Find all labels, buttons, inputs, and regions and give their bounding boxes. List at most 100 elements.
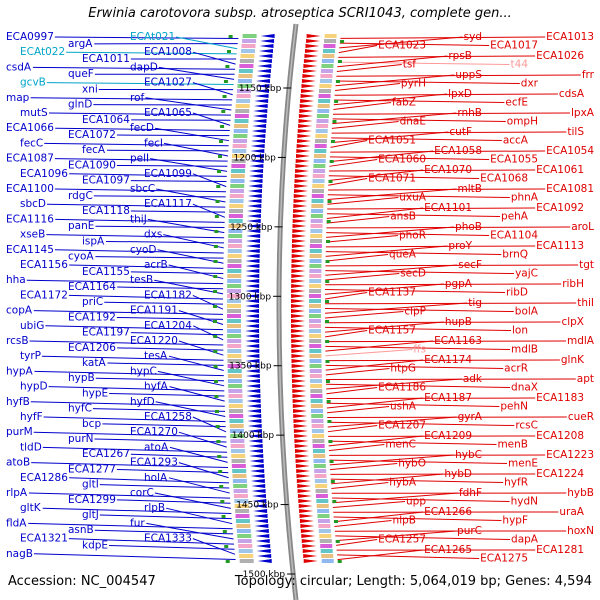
gene-label[interactable]: t44: [511, 59, 529, 71]
gene-label[interactable]: fur: [130, 517, 145, 529]
gene-label[interactable]: ECA1117: [144, 198, 192, 210]
gene-label[interactable]: uraA: [559, 506, 584, 518]
gene-label[interactable]: queF: [68, 68, 94, 80]
gene-label[interactable]: hypD: [20, 381, 48, 393]
gene-label[interactable]: apt: [577, 373, 594, 385]
gene-label[interactable]: pehA: [501, 211, 529, 223]
gene-label[interactable]: ECA1266: [424, 506, 472, 518]
gene-label[interactable]: fldA: [6, 517, 27, 529]
gene-label[interactable]: mdlA: [567, 335, 595, 347]
gene-label[interactable]: secD: [400, 268, 426, 280]
gene-label[interactable]: tgt: [579, 259, 594, 271]
gene-label[interactable]: phoR: [399, 230, 426, 242]
gene-label[interactable]: tesA: [144, 350, 168, 362]
gene-label[interactable]: fecC: [20, 137, 43, 149]
gene-label[interactable]: mutS: [20, 107, 48, 119]
gene-label[interactable]: ECA1011: [82, 53, 130, 65]
gene-label[interactable]: clpP: [404, 306, 426, 318]
gene-label[interactable]: clpX: [561, 316, 584, 328]
gene-label[interactable]: rnhB: [457, 107, 482, 119]
gene-label[interactable]: yajC: [515, 268, 538, 280]
gene-label[interactable]: sbcC: [130, 183, 155, 195]
gene-label[interactable]: glnK: [561, 354, 585, 366]
gene-label[interactable]: secF: [458, 259, 482, 271]
gene-label[interactable]: ansB: [390, 211, 416, 223]
gene-label[interactable]: ECA1224: [536, 468, 584, 480]
gene-label[interactable]: ECA1333: [144, 533, 192, 545]
gene-label[interactable]: ECA1321: [20, 533, 68, 545]
gene-label[interactable]: ECA1145: [6, 244, 54, 256]
gene-label[interactable]: fabZ: [392, 97, 416, 109]
gene-label[interactable]: ushA: [390, 401, 417, 413]
gene-label[interactable]: hypB: [68, 372, 95, 384]
gene-label[interactable]: menB: [497, 439, 528, 451]
gene-label[interactable]: map: [6, 92, 30, 104]
gene-label[interactable]: ECA1163: [434, 335, 482, 347]
gene-label[interactable]: ECAt021: [130, 31, 175, 43]
gene-label[interactable]: tilS: [567, 126, 584, 138]
gene-label[interactable]: bcp: [82, 418, 101, 430]
gene-label[interactable]: ubiG: [20, 320, 44, 332]
gene-label[interactable]: purM: [6, 426, 33, 438]
gene-label[interactable]: brnQ: [502, 249, 528, 261]
gene-label[interactable]: mltB: [458, 183, 482, 195]
gene-label[interactable]: gltK: [20, 502, 42, 514]
gene-label[interactable]: bolA: [515, 306, 539, 318]
gene-label[interactable]: ispA: [82, 235, 105, 247]
gene-label[interactable]: ECA1267: [82, 448, 130, 460]
gene-label[interactable]: hybD: [444, 468, 472, 480]
gene-label[interactable]: ECA1058: [434, 145, 482, 157]
gene-label[interactable]: ECA1055: [490, 154, 538, 166]
gene-label[interactable]: ECA1027: [144, 77, 192, 89]
gene-label[interactable]: hyfR: [504, 477, 528, 489]
gene-label[interactable]: ECA1066: [6, 122, 54, 134]
gene-label[interactable]: ECA1157: [368, 325, 416, 337]
gene-label[interactable]: uppS: [455, 69, 482, 81]
gene-label[interactable]: ECA1182: [144, 289, 192, 301]
gene-label[interactable]: holA: [144, 472, 168, 484]
gene-label[interactable]: rdgC: [68, 190, 93, 202]
gene-label[interactable]: hybO: [398, 458, 426, 470]
gene-label[interactable]: hypC: [130, 365, 157, 377]
gene-label[interactable]: ECA1208: [536, 430, 584, 442]
gene-label[interactable]: ECA1183: [536, 392, 584, 404]
gene-label[interactable]: fecD: [130, 122, 154, 134]
gene-label[interactable]: queA: [389, 249, 417, 261]
gene-label[interactable]: tyrP: [20, 350, 41, 362]
gene-label[interactable]: glnD: [68, 99, 92, 111]
gene-label[interactable]: ECA1174: [424, 354, 472, 366]
gene-label[interactable]: ECA1220: [130, 335, 178, 347]
gene-label[interactable]: csdA: [6, 61, 32, 73]
gene-label[interactable]: ECA1096: [20, 168, 68, 180]
gene-label[interactable]: hyfD: [130, 396, 155, 408]
gene-label[interactable]: ECA1099: [144, 168, 192, 180]
gene-label[interactable]: frr: [582, 69, 595, 81]
gene-label[interactable]: ECA1207: [378, 420, 426, 432]
gene-label[interactable]: ompH: [507, 116, 538, 128]
gene-label[interactable]: ECA1137: [368, 287, 416, 299]
gene-label[interactable]: hypA: [6, 365, 34, 377]
gene-label[interactable]: ECA1206: [68, 342, 116, 354]
gene-label[interactable]: ECA1223: [546, 449, 594, 461]
gene-label[interactable]: ECAt022: [20, 46, 65, 58]
gene-label[interactable]: thiJ: [130, 213, 147, 225]
gene-label[interactable]: syd: [464, 31, 482, 43]
gene-label[interactable]: ECA1156: [20, 259, 68, 271]
gene-label[interactable]: ECA1100: [6, 183, 54, 195]
gene-label[interactable]: fecI: [144, 137, 163, 149]
gene-label[interactable]: hypF: [502, 515, 528, 527]
gene-label[interactable]: ECA1277: [68, 463, 116, 475]
gene-label[interactable]: argA: [68, 38, 93, 50]
gene-label[interactable]: ECA1293: [130, 457, 178, 469]
gene-label[interactable]: rof: [130, 92, 145, 104]
gene-label[interactable]: kdpE: [82, 539, 108, 551]
gene-label[interactable]: ECA1204: [144, 320, 192, 332]
gene-label[interactable]: nlpB: [393, 515, 416, 527]
gene-label[interactable]: lon: [512, 325, 528, 337]
gene-label[interactable]: hoxN: [567, 525, 594, 537]
gene-label[interactable]: menC: [385, 439, 416, 451]
gene-label[interactable]: ECA1081: [546, 183, 594, 195]
gene-label[interactable]: pelI: [130, 153, 149, 165]
gene-label[interactable]: hybA: [389, 477, 417, 489]
gene-label[interactable]: upp: [406, 496, 426, 508]
